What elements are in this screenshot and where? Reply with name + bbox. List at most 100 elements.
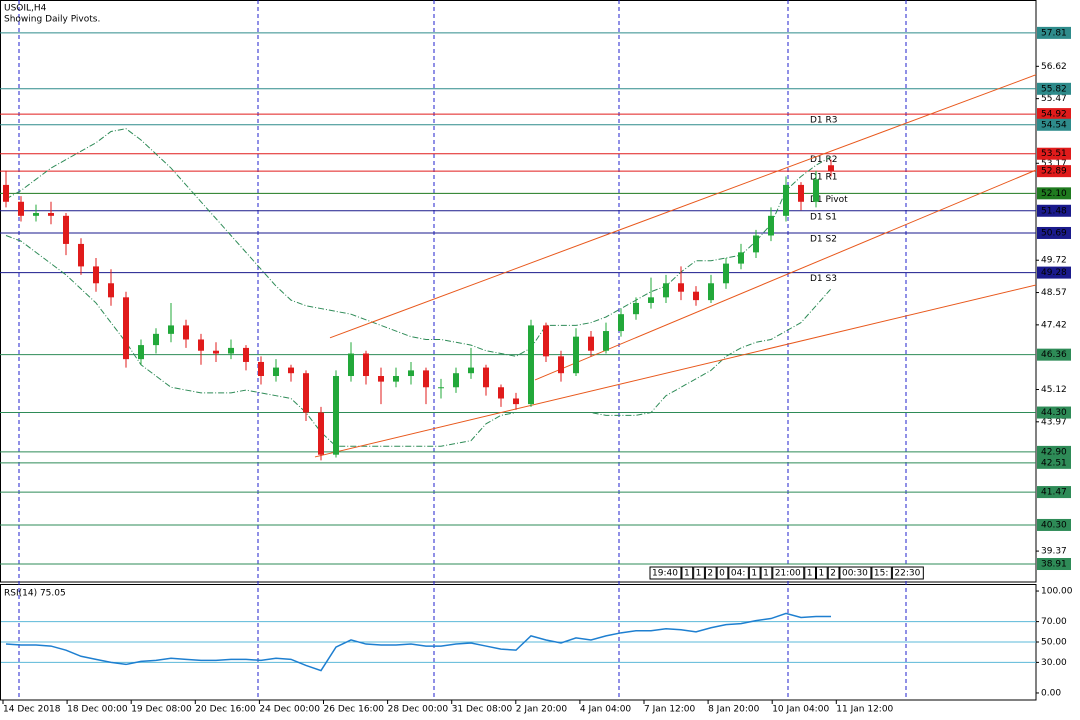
candle-body — [228, 347, 234, 354]
candle-body — [828, 165, 834, 172]
candle-body — [138, 345, 144, 360]
level-label-box — [1037, 406, 1071, 419]
level-label-box — [1037, 266, 1071, 279]
time-marker-label: 0 — [719, 569, 725, 579]
level-label-box — [1037, 445, 1071, 458]
time-marker-box — [748, 566, 761, 580]
candle-body — [63, 215, 69, 244]
level-label: 55.82 — [1041, 84, 1067, 94]
pivot-label: D1 S3 — [810, 274, 837, 284]
candle-body — [663, 283, 669, 298]
x-tick-label: 10 Jan 04:00 — [772, 705, 829, 715]
chart-subtitle: Showing Daily Pivots. — [4, 15, 100, 25]
time-marker-box — [839, 566, 872, 580]
candle-body — [468, 367, 474, 374]
level-label: 46.36 — [1041, 350, 1067, 360]
candle-body — [603, 331, 609, 351]
candle-body — [618, 314, 624, 332]
time-marker: 22:30 — [891, 566, 924, 580]
candle-body — [78, 243, 84, 267]
level-label-box — [1037, 187, 1071, 200]
rsi-tick-label: 100.00 — [1041, 587, 1073, 597]
time-marker-box — [649, 566, 682, 580]
candle-body — [573, 336, 579, 374]
candle-body — [243, 347, 249, 362]
candle-body — [18, 201, 24, 216]
y-tick-label: 56.62 — [1041, 62, 1067, 72]
y-tick-label: 47.42 — [1041, 320, 1067, 330]
candle-body — [198, 339, 204, 351]
time-marker-label: 04: — [731, 569, 745, 579]
x-tick-label: 4 Jan 04:00 — [580, 705, 632, 715]
trendline — [329, 74, 1036, 339]
rsi-tick-label: 50.00 — [1041, 638, 1067, 648]
candle-body — [378, 376, 384, 382]
time-marker-box — [681, 566, 694, 580]
candle-body — [798, 184, 804, 202]
time-marker: 1 — [816, 566, 828, 580]
level-label-box — [1037, 147, 1071, 160]
candle-body — [123, 297, 129, 360]
time-marker-box — [804, 566, 816, 580]
x-tick-label: 8 Jan 20:00 — [708, 705, 760, 715]
level-label-box — [1037, 26, 1071, 39]
level-label: 54.54 — [1041, 120, 1067, 130]
x-tick-label: 26 Dec 16:00 — [324, 705, 385, 715]
time-marker-box — [760, 566, 773, 580]
trendline — [534, 169, 1036, 381]
level-label: 40.30 — [1041, 520, 1067, 530]
time-marker-label: 15: — [874, 569, 888, 579]
candle-body — [708, 283, 714, 301]
y-tick-label: 49.72 — [1041, 256, 1067, 266]
candle-body — [288, 367, 294, 374]
x-tick-label: 31 Dec 08:00 — [452, 705, 513, 715]
time-marker-box — [728, 566, 749, 580]
candle-body — [48, 213, 54, 216]
candle-body — [633, 302, 639, 315]
time-marker: 1 — [748, 566, 761, 580]
trendline — [314, 284, 1036, 458]
pivot-label: D1 R1 — [810, 173, 838, 183]
candle-body — [168, 325, 174, 334]
level-label: 50.69 — [1041, 228, 1067, 238]
y-tick-label: 45.12 — [1041, 385, 1067, 395]
candle-body — [558, 356, 564, 374]
rsi-tick-label: 70.00 — [1041, 617, 1067, 627]
candle-body — [498, 387, 504, 399]
candle-body — [363, 353, 369, 377]
pivot-label: D1 R3 — [810, 116, 838, 126]
level-label: 42.51 — [1041, 458, 1067, 468]
candle-body — [348, 353, 354, 377]
time-marker-box — [693, 566, 705, 580]
candle-body — [723, 263, 729, 284]
time-marker: 1 — [681, 566, 694, 580]
candle-body — [768, 215, 774, 236]
x-tick-label: 2 Jan 20:00 — [516, 705, 568, 715]
candle-body — [483, 367, 489, 388]
upper-band — [5, 128, 832, 357]
time-marker-label: 1 — [696, 569, 702, 579]
y-tick-label: 48.57 — [1041, 288, 1067, 298]
candle-body — [513, 398, 519, 405]
level-label-box — [1037, 108, 1071, 121]
time-marker: 2 — [704, 566, 717, 580]
level-label-box — [1037, 165, 1071, 178]
time-marker-label: 21:00 — [775, 569, 801, 579]
level-label: 53.51 — [1041, 149, 1067, 159]
level-label-box — [1037, 82, 1071, 95]
candle-body — [678, 283, 684, 292]
candle-body — [108, 283, 114, 298]
candle-body — [3, 184, 9, 202]
time-marker: 15: — [871, 566, 892, 580]
plot-clip: D1 R3 D1 R2 D1 R1 D1 Pivot D1 S1 D1 S2 D1 S3 — [0, 32, 1036, 565]
time-marker-label: 2 — [707, 569, 713, 579]
candle-body — [408, 370, 414, 377]
level-label: 41.47 — [1041, 488, 1067, 498]
time-marker: 1 — [760, 566, 773, 580]
level-label: 57.81 — [1041, 28, 1067, 38]
candle-body — [588, 336, 594, 351]
level-label-box — [1037, 558, 1071, 571]
x-tick-label: 11 Jan 12:00 — [836, 705, 893, 715]
x-tick-label: 7 Jan 12:00 — [644, 705, 696, 715]
y-tick-label: 53.17 — [1041, 159, 1067, 169]
